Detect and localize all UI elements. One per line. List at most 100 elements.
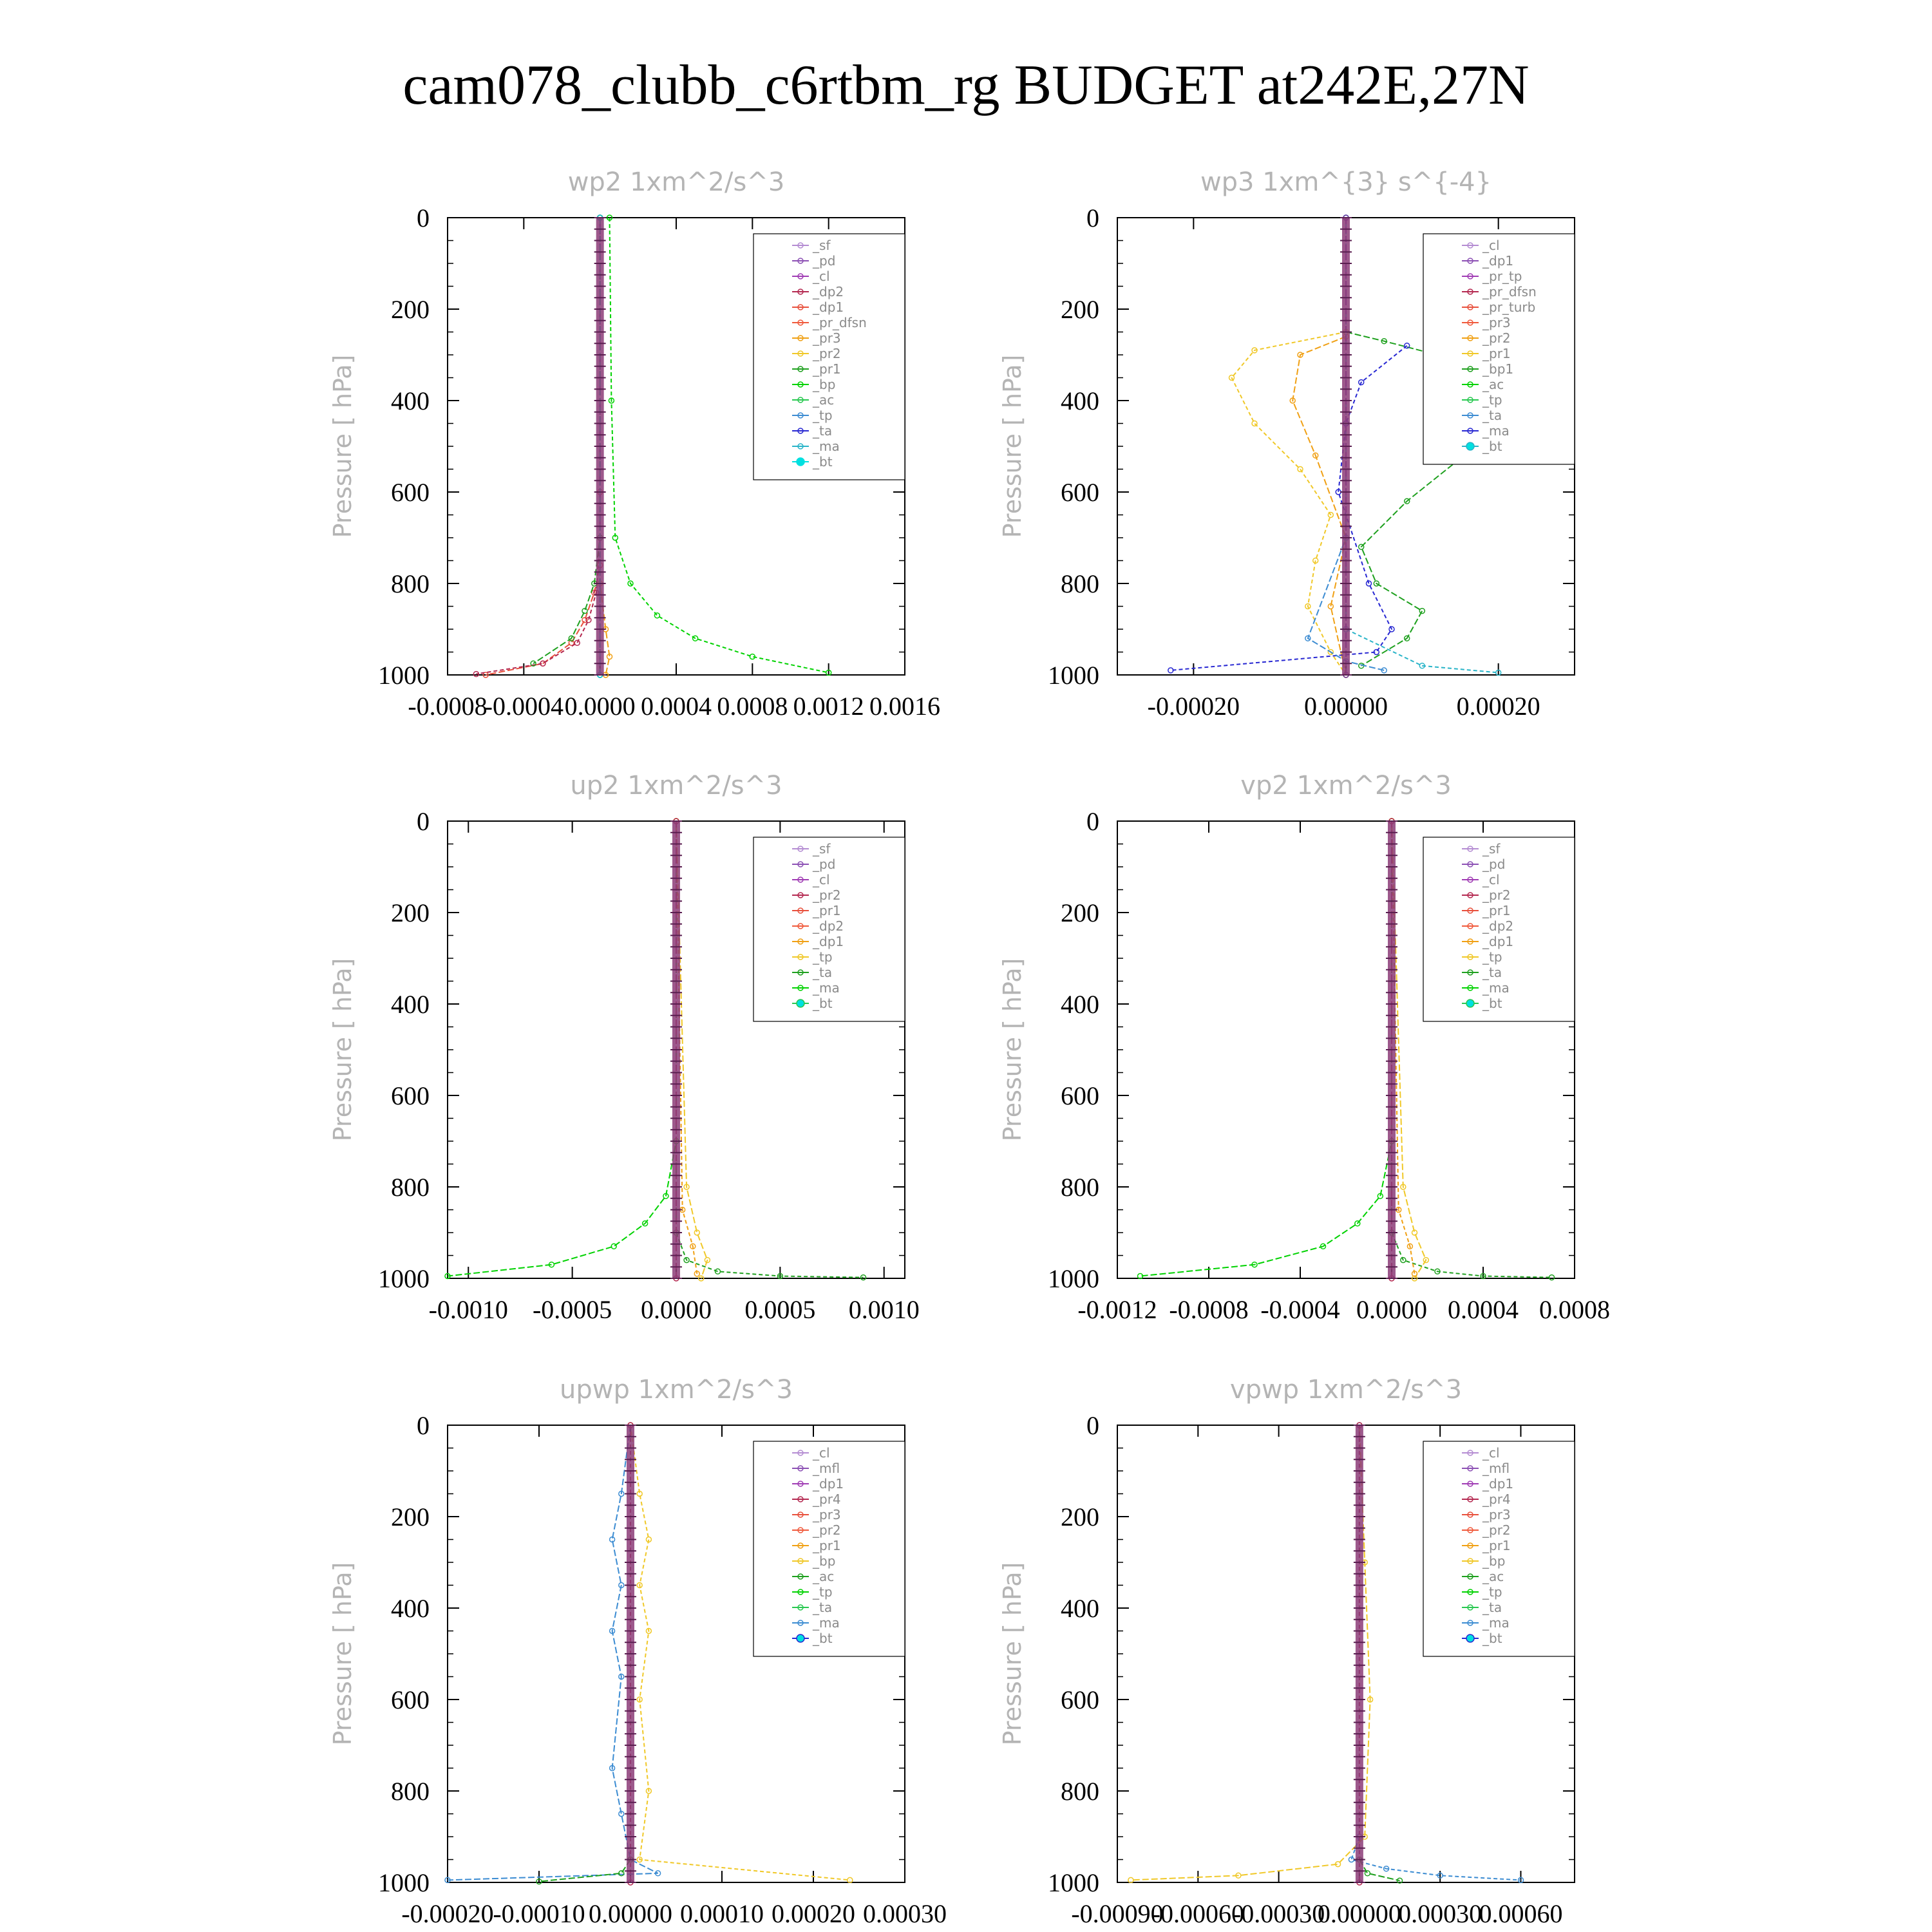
- legend-entry: _dp1: [1482, 253, 1513, 269]
- data-point: [690, 1243, 696, 1250]
- legend-entry: _bt: [1482, 1631, 1502, 1646]
- x-tick-label: -0.0008: [408, 692, 487, 721]
- legend-entry: _ac: [812, 392, 834, 408]
- legend-entry: _dp1: [812, 299, 844, 315]
- legend-box: [1423, 1441, 1575, 1657]
- legend-marker: [1467, 335, 1473, 341]
- legend-entry: _mfl: [812, 1461, 840, 1476]
- y-tick-label: 1000: [378, 1868, 430, 1897]
- data-point: [654, 612, 661, 619]
- legend-entry: _ac: [1482, 377, 1504, 392]
- data-point: [530, 660, 536, 667]
- data-point: [1128, 1877, 1134, 1884]
- data-point: [540, 660, 546, 667]
- y-tick-label: 800: [391, 569, 430, 598]
- legend-marker: [1467, 289, 1473, 295]
- legend-marker: [1467, 1542, 1473, 1549]
- legend-marker: [797, 1450, 804, 1456]
- series-line-ta: [1170, 345, 1408, 671]
- panel-title: vpwp 1xm^2/s^3: [1230, 1375, 1462, 1405]
- legend-entry: _ma: [1482, 980, 1510, 996]
- data-point: [1377, 1193, 1384, 1199]
- legend-entry: _bt: [812, 454, 833, 469]
- legend-marker: [1467, 242, 1473, 249]
- legend-entry: _bt: [812, 996, 833, 1011]
- y-tick-label: 600: [1061, 1685, 1099, 1714]
- legend-marker: [797, 319, 804, 326]
- data-point: [641, 1220, 649, 1227]
- legend-entry: _pr1: [812, 903, 841, 918]
- legend-marker: [797, 1589, 804, 1595]
- legend-marker: [1467, 876, 1473, 883]
- y-axis-label: Pressure [ hPa]: [998, 355, 1027, 538]
- legend-marker: [797, 892, 804, 898]
- y-tick-label: 0: [417, 1411, 430, 1440]
- legend-entry: _pd: [812, 857, 835, 872]
- legend-marker: [797, 1481, 804, 1487]
- data-point: [609, 1627, 616, 1634]
- data-point: [645, 1627, 652, 1634]
- legend-entry: _pr1: [1482, 346, 1511, 361]
- panel-upwp: upwp 1xm^2/s^3 Pressure [ hPa] 0 200 400 600 8…: [328, 1375, 947, 1928]
- legend-marker: [1467, 366, 1473, 372]
- data-point: [636, 1490, 643, 1497]
- data-point: [645, 1788, 652, 1794]
- legend-marker: [797, 969, 804, 976]
- data-point: [606, 653, 613, 660]
- legend-marker: [797, 938, 804, 945]
- y-tick-label: 1000: [378, 1264, 430, 1293]
- data-point: [627, 580, 634, 587]
- data-point: [694, 1271, 701, 1277]
- legend-marker: [1467, 1589, 1473, 1595]
- data-point: [1305, 635, 1311, 641]
- series-line-bp: [538, 1859, 631, 1882]
- y-tick-label: 400: [1061, 386, 1099, 415]
- data-point: [1364, 1870, 1371, 1877]
- x-tick-label: 0.0004: [641, 692, 712, 721]
- legend-entry: _ma: [812, 439, 840, 454]
- series-line-dp2: [476, 218, 601, 675]
- legend-marker: [797, 923, 804, 929]
- data-point: [606, 214, 613, 221]
- legend-entry: _pr1: [1482, 903, 1511, 918]
- legend-entry: _tp: [1482, 1584, 1502, 1600]
- y-tick-label: 400: [1061, 1594, 1099, 1623]
- x-tick-label: 0.0005: [744, 1295, 815, 1324]
- legend-marker: [797, 366, 804, 372]
- series-line-dp1: [486, 218, 601, 676]
- data-point: [749, 653, 756, 660]
- panel-up2: up2 1xm^2/s^3 Pressure [ hPa] 0 200 400 600 80…: [328, 771, 920, 1324]
- series-line-ma: [1345, 218, 1499, 674]
- legend-entry: _pr2: [812, 887, 841, 903]
- legend: _sf_pd_cl_pr2_pr1_dp2_dp1_tp_ta_ma_bt: [1423, 837, 1575, 1022]
- data-point: [1320, 1243, 1327, 1250]
- data-point: [568, 639, 575, 647]
- data-point: [618, 1870, 625, 1877]
- y-tick-label: 200: [1061, 898, 1099, 927]
- legend-marker: [1466, 999, 1475, 1008]
- x-tick-label: 0.00060: [1479, 1899, 1562, 1928]
- legend-entry: _dp2: [1482, 918, 1513, 934]
- data-point: [683, 1184, 690, 1190]
- legend-entry: _ta: [812, 965, 832, 980]
- y-axis-label: Pressure [ hPa]: [328, 1562, 357, 1746]
- data-point: [1403, 498, 1410, 504]
- legend: _cl_mfl_dp1_pr4_pr3_pr2_pr1_bp_ac_tp_ta_…: [753, 1441, 905, 1657]
- data-point: [1411, 1271, 1418, 1277]
- legend-entry: _dp1: [1482, 934, 1513, 949]
- data-point: [611, 1243, 617, 1250]
- data-point: [1354, 1220, 1361, 1227]
- data-point: [1437, 1872, 1443, 1879]
- legend-entry: _pr2: [1482, 330, 1511, 346]
- legend-entry: _cl: [812, 872, 830, 887]
- data-point: [1327, 603, 1334, 610]
- legend-entry: _pr2: [1482, 887, 1511, 903]
- legend-entry: _sf: [1482, 841, 1501, 857]
- legend-marker: [1467, 304, 1473, 310]
- panel-wp2: wp2 1xm^2/s^3 Pressure [ hPa] 0 200 400 600 80…: [328, 167, 940, 721]
- legend-marker: [1467, 1604, 1473, 1611]
- legend-entry: _ta: [1482, 408, 1502, 423]
- legend-marker: [1467, 923, 1473, 929]
- y-tick-label: 200: [391, 1502, 430, 1531]
